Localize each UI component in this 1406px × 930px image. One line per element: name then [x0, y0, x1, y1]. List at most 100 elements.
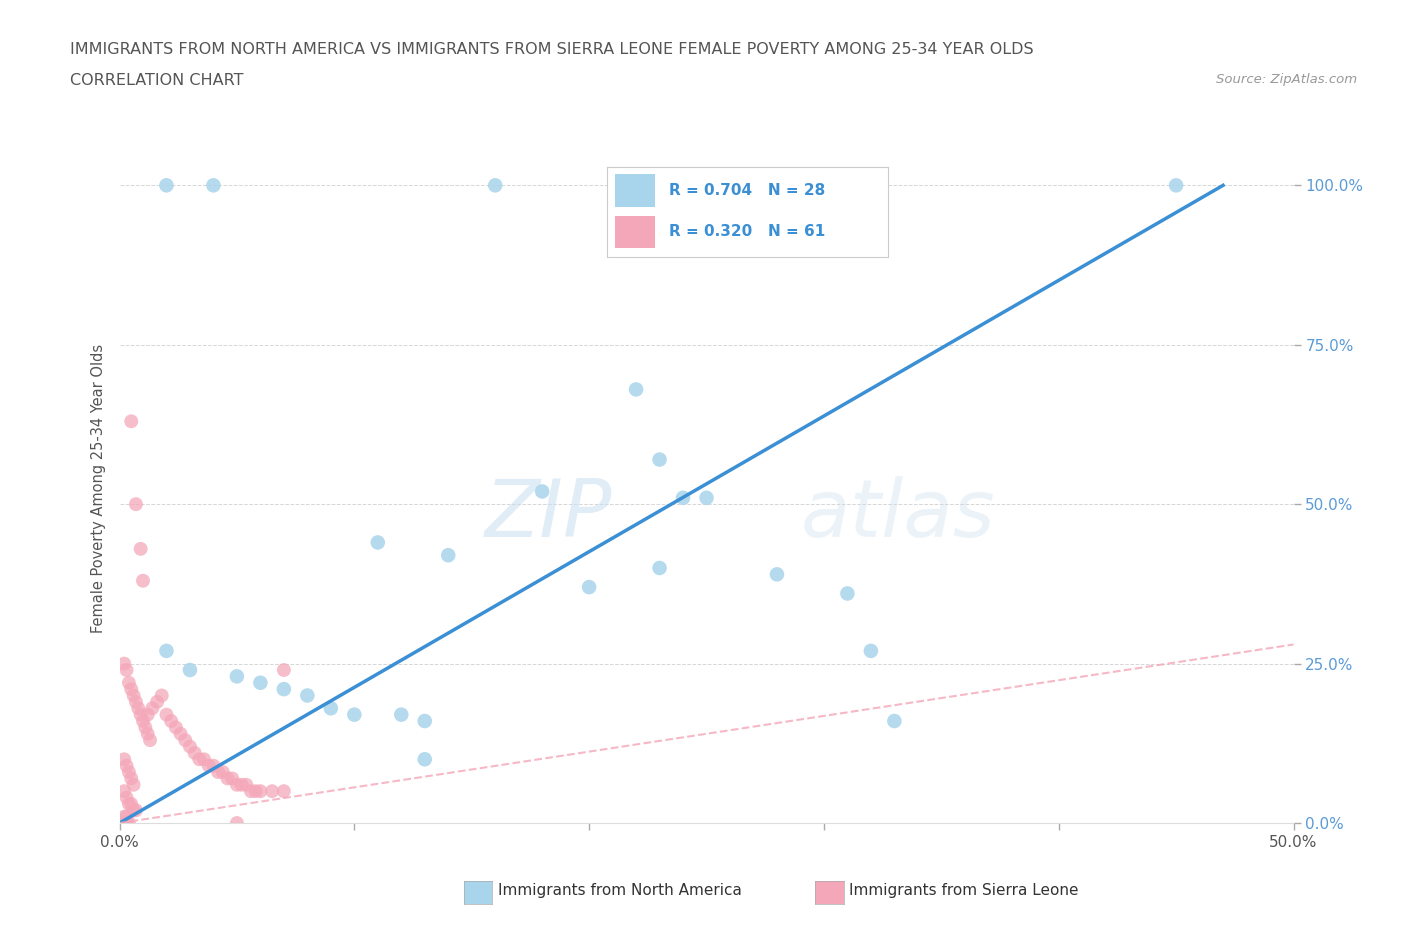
- Text: atlas: atlas: [800, 476, 995, 554]
- Bar: [616, 216, 655, 248]
- Point: [231, 777, 253, 792]
- Point: [160, 713, 183, 728]
- Point: [188, 751, 211, 766]
- Point: [125, 803, 148, 817]
- Point: [125, 497, 148, 512]
- Point: [648, 452, 671, 467]
- Point: [648, 561, 671, 576]
- Text: Immigrants from North America: Immigrants from North America: [498, 884, 741, 898]
- Point: [766, 567, 789, 582]
- Point: [273, 784, 295, 799]
- Point: [120, 682, 142, 697]
- Point: [127, 701, 149, 716]
- Point: [624, 382, 647, 397]
- Point: [413, 713, 436, 728]
- Point: [531, 484, 554, 498]
- Point: [859, 644, 882, 658]
- Point: [122, 777, 145, 792]
- Point: [367, 535, 389, 550]
- Point: [118, 796, 141, 811]
- Point: [155, 644, 177, 658]
- Point: [115, 758, 138, 773]
- Point: [197, 758, 219, 773]
- Point: [437, 548, 460, 563]
- Point: [125, 695, 148, 710]
- Point: [225, 669, 249, 684]
- Bar: [616, 174, 655, 206]
- Point: [112, 751, 135, 766]
- Point: [150, 688, 173, 703]
- Point: [484, 178, 506, 193]
- Point: [118, 675, 141, 690]
- Text: R = 0.320   N = 61: R = 0.320 N = 61: [669, 224, 825, 239]
- Point: [273, 662, 295, 677]
- Point: [120, 796, 142, 811]
- Text: IMMIGRANTS FROM NORTH AMERICA VS IMMIGRANTS FROM SIERRA LEONE FEMALE POVERTY AMO: IMMIGRANTS FROM NORTH AMERICA VS IMMIGRA…: [70, 42, 1033, 57]
- Point: [217, 771, 239, 786]
- Point: [169, 726, 191, 741]
- Point: [343, 707, 366, 722]
- Point: [118, 816, 141, 830]
- Point: [202, 178, 225, 193]
- Y-axis label: Female Poverty Among 25-34 Year Olds: Female Poverty Among 25-34 Year Olds: [91, 344, 107, 632]
- Point: [179, 662, 201, 677]
- Point: [225, 777, 249, 792]
- Point: [122, 803, 145, 817]
- Point: [129, 707, 152, 722]
- Point: [136, 707, 159, 722]
- Point: [118, 764, 141, 779]
- Point: [134, 720, 156, 735]
- Point: [146, 695, 169, 710]
- Point: [221, 771, 243, 786]
- Text: CORRELATION CHART: CORRELATION CHART: [70, 73, 243, 87]
- Point: [174, 733, 197, 748]
- Point: [240, 784, 263, 799]
- Point: [155, 178, 177, 193]
- Point: [132, 713, 155, 728]
- Point: [179, 739, 201, 754]
- Point: [696, 490, 718, 505]
- Point: [319, 701, 342, 716]
- Point: [413, 751, 436, 766]
- Point: [273, 682, 295, 697]
- Point: [115, 662, 138, 677]
- Point: [132, 573, 155, 588]
- Point: [672, 490, 695, 505]
- Point: [837, 586, 859, 601]
- Point: [245, 784, 267, 799]
- Point: [120, 414, 142, 429]
- Point: [112, 784, 135, 799]
- Point: [297, 688, 319, 703]
- Text: ZIP: ZIP: [485, 476, 613, 554]
- Point: [115, 790, 138, 805]
- Point: [115, 809, 138, 824]
- Point: [183, 746, 205, 761]
- Point: [122, 688, 145, 703]
- Point: [262, 784, 284, 799]
- Point: [112, 657, 135, 671]
- Point: [141, 701, 163, 716]
- Point: [115, 816, 138, 830]
- Point: [207, 764, 229, 779]
- Text: Source: ZipAtlas.com: Source: ZipAtlas.com: [1216, 73, 1357, 86]
- Point: [1164, 178, 1187, 193]
- Point: [211, 764, 233, 779]
- Point: [235, 777, 257, 792]
- Point: [883, 713, 905, 728]
- Point: [249, 784, 271, 799]
- Point: [112, 809, 135, 824]
- Point: [136, 726, 159, 741]
- Text: R = 0.704   N = 28: R = 0.704 N = 28: [669, 183, 825, 198]
- Point: [389, 707, 412, 722]
- Point: [155, 707, 177, 722]
- Point: [120, 771, 142, 786]
- Text: Immigrants from Sierra Leone: Immigrants from Sierra Leone: [849, 884, 1078, 898]
- Point: [129, 541, 152, 556]
- Point: [112, 816, 135, 830]
- Point: [249, 675, 271, 690]
- Point: [165, 720, 187, 735]
- Point: [225, 816, 249, 830]
- Point: [139, 733, 162, 748]
- Point: [202, 758, 225, 773]
- Point: [578, 579, 600, 594]
